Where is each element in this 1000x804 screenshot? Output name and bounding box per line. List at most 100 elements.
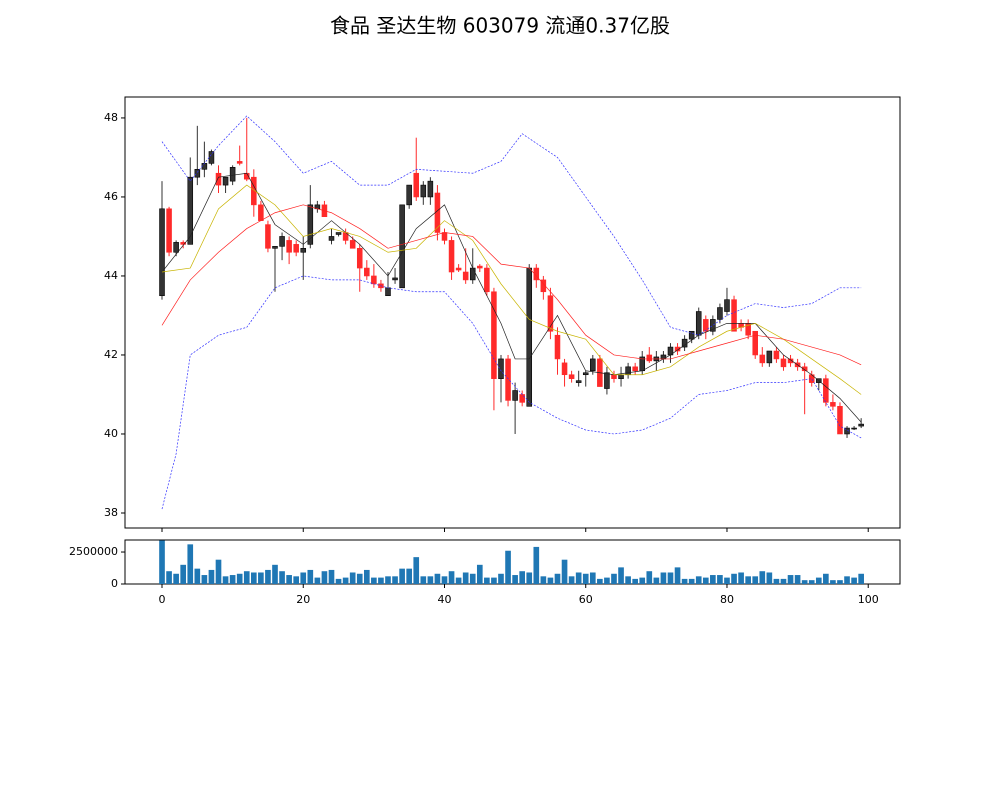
volume-bar [258,572,264,584]
candle-body [625,366,631,376]
volume-bar [787,575,794,584]
candle-body [307,204,314,245]
candle-body [688,330,695,340]
candle-body [300,248,307,253]
candle-body [265,224,271,249]
volume-bar [406,568,413,584]
candle-body [618,374,624,379]
candle-body [773,350,780,360]
y-tick-label: 44 [104,269,118,282]
y-tick-label: 2500000 [69,545,118,558]
volume-bar [236,573,243,584]
candle-body [858,423,864,427]
volume-bar [766,572,773,584]
candle-body [851,427,857,430]
indicator-line [161,275,862,510]
candle-body [469,267,476,281]
volume-bar [681,578,688,584]
candle-body [222,176,229,186]
volume-bar [738,572,744,584]
candle-body [279,236,285,247]
volume-bar [688,578,695,584]
volume-bar [399,568,405,584]
volume-bar [801,580,808,584]
volume-bar [476,564,483,584]
candle-body [582,372,589,376]
volume-bar [582,573,589,584]
volume-bar [554,573,561,584]
volume-bar [250,572,257,584]
volume-bar [851,577,857,584]
candle-body [717,307,723,320]
y-tick-label: 0 [111,577,118,590]
candle-body [695,311,702,336]
volume-bar [173,573,179,584]
candle-body [674,346,681,352]
volume-bar [335,578,342,584]
volume-bar [575,572,582,584]
candle-body [349,240,356,249]
x-tick-label: 20 [296,593,310,606]
volume-bar [695,576,702,584]
candle-body [498,358,504,379]
candle-body [286,240,292,253]
volume-bar [858,573,864,584]
price-axes-frame [124,96,901,529]
volume-bar [717,575,723,584]
candle-body [724,299,730,312]
volume-bar [462,572,469,584]
candle-body [328,236,335,241]
volume-bar [215,559,222,584]
candle-body [547,295,554,332]
indicator-line [161,204,862,366]
volume-bar [519,571,525,584]
candle-body [830,402,836,407]
indicator-line [161,172,862,423]
y-tick-label: 42 [104,348,118,361]
volume-bar [618,567,624,584]
volume-bar [752,576,759,584]
volume-bar [187,544,194,584]
volume-bar [710,575,716,584]
volume-bar [455,577,462,584]
candle-body [448,240,455,273]
volume-bar [469,573,476,584]
x-tick-label: 100 [858,593,879,606]
volume-bar [342,577,349,584]
candle-body [611,374,617,379]
volume-bar [653,577,660,584]
candle-body [491,291,497,379]
candle-body [427,180,434,198]
candle-body [561,362,568,376]
candle-body [710,319,716,332]
candle-body [604,372,610,389]
candle-body [371,275,377,285]
volume-bar [837,580,843,584]
candle-body [180,242,186,245]
candle-body [780,358,787,368]
candle-body [837,406,843,435]
volume-bar [561,559,568,584]
x-tick-label: 0 [159,593,166,606]
volume-bar [159,540,165,584]
candle-body [406,184,412,206]
volume-bar [208,569,215,584]
candle-body [194,168,201,178]
candle-body [173,242,179,253]
candle-body [455,267,462,271]
volume-bar [794,575,801,584]
candle-body [236,161,243,164]
volume-bar [265,569,271,584]
volume-bar [427,576,434,584]
volume-bar [660,572,667,584]
candle-body [505,358,511,401]
candle-body [208,151,215,164]
candle-body [477,265,483,269]
volume-bar [823,573,829,584]
candle-body [731,299,737,332]
volume-bar [773,578,780,584]
volume-bar [349,572,356,584]
volume-bar [589,572,596,584]
volume-bar [808,580,815,584]
